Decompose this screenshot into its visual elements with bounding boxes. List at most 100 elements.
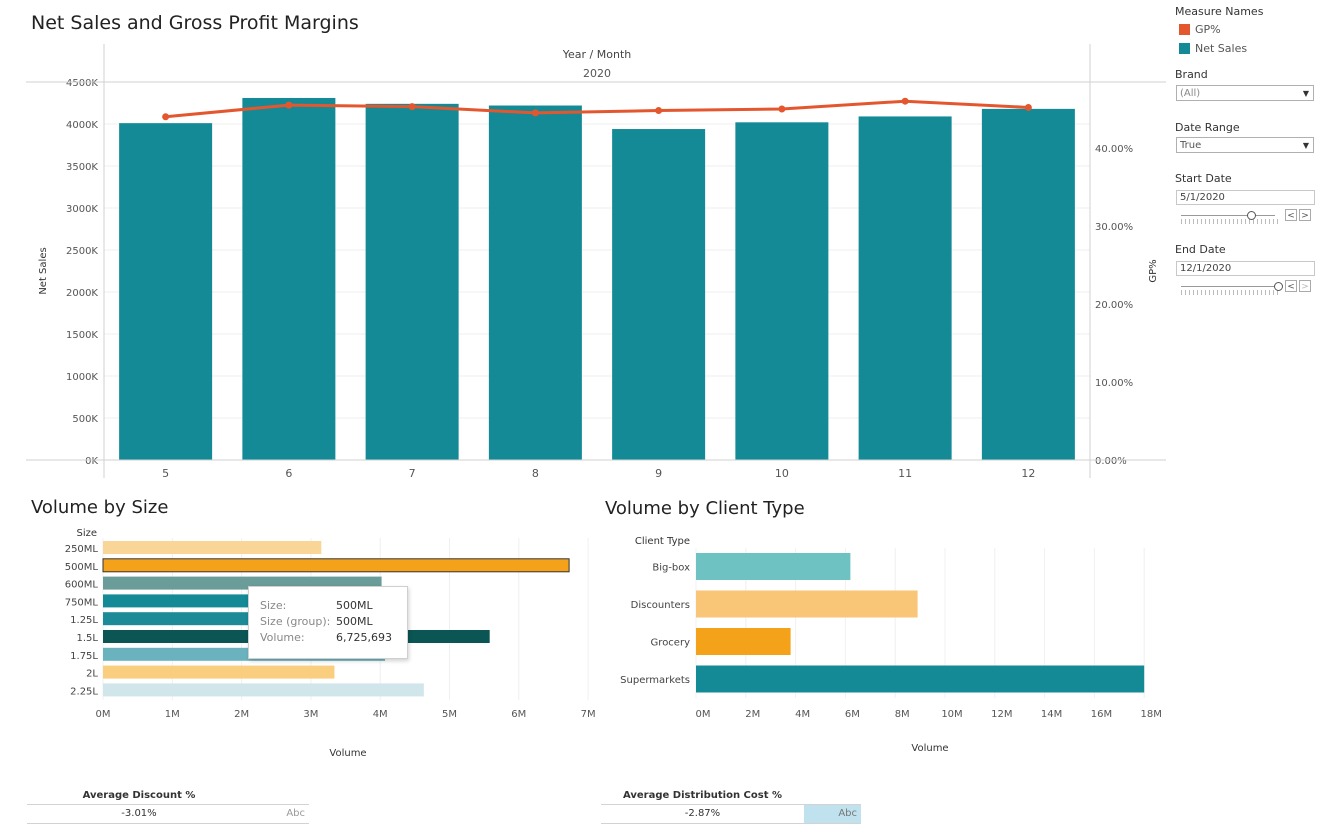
net-sales-gp-chart[interactable]: Year / Month 2020 Net Sales GP% 0K 500K 10… [0,0,1170,490]
avg-distribution-abc[interactable]: Abc [804,805,861,823]
kpi-divider [27,804,309,805]
start-date-value: 5/1/2020 [1180,192,1225,203]
avg-distribution-value: -2.87% [684,808,721,819]
end-date-next-button[interactable]: > [1299,280,1311,292]
client-axis-header: Client Type [635,536,690,547]
x-tick-label: 8M [895,709,910,720]
date-range-label: Date Range [1175,121,1240,134]
legend-label-net-sales: Net Sales [1195,42,1248,55]
net-sales-bar [858,116,952,460]
y-tick-label: 4500K [66,78,98,89]
brand-label: Brand [1175,68,1208,81]
gp-swatch-icon [1179,24,1190,35]
kpi-divider [601,823,861,824]
client-category-label: Supermarkets [620,675,690,686]
y2-tick-label: 40.00% [1095,144,1133,155]
gp-point [778,105,786,113]
size-category-label: 1.75L [70,651,98,662]
avg-discount-abc[interactable]: Abc [286,808,305,819]
y-tick-label: 500K [72,414,98,425]
y2-tick-label: 0.00% [1095,456,1127,467]
size-tooltip: Size: 500ML Size (group): 500ML Volume: 6,7… [248,586,408,659]
x-tick-label: 12 [1021,467,1035,480]
y-axis-title-gp: GP% [1148,259,1159,282]
date-range-dropdown[interactable]: True ▼ [1176,137,1314,153]
start-date-slider-handle[interactable] [1247,211,1256,220]
end-date-slider-ticks [1181,290,1279,295]
net-sales-bar [981,108,1075,460]
size-category-label: 1.5L [77,633,99,644]
size-bar [103,665,335,679]
avg-distribution-label: Average Distribution Cost % [622,790,782,801]
client-bar [696,590,918,618]
client-category-label: Discounters [631,600,690,611]
start-date-slider-track[interactable] [1181,215,1275,216]
avg-discount-kpi: Average Discount % -3.01% Abc [27,790,309,830]
x-tick-label: 4M [795,709,810,720]
legend-item-net-sales[interactable]: Net Sales [1179,42,1247,56]
end-date-slider-track[interactable] [1181,286,1275,287]
volume-by-size-title: Volume by Size [31,497,169,518]
y-tick-label: 4000K [66,120,98,131]
x-tick-label: 10 [775,467,789,480]
net-sales-bar [365,103,459,460]
size-category-label: 250ML [65,544,99,555]
x-tick-label: 5M [442,709,457,720]
y2-tick-label: 30.00% [1095,222,1133,233]
size-category-label: 2.25L [70,686,98,697]
brand-dropdown[interactable]: (All) ▼ [1176,85,1314,101]
net-sales-swatch-icon [1179,43,1190,54]
x-tick-label: 3M [303,709,318,720]
tooltip-row-volume: Volume: 6,725,693 [260,631,392,644]
client-bar [696,628,791,655]
x-tick-label: 4M [373,709,388,720]
client-bar [696,665,1145,693]
tooltip-size-key: Size: [260,599,287,612]
main-chart-title: Net Sales and Gross Profit Margins [31,12,359,34]
tooltip-group-value: 500ML [336,615,373,628]
x-tick-label: 12M [991,709,1012,720]
avg-discount-value: -3.01% [121,808,157,819]
start-date-slider-ticks [1181,219,1279,224]
gp-point [162,113,170,121]
x-tick-label: 11 [898,467,912,480]
gp-point [531,109,539,117]
gp-point [1024,103,1032,111]
y-tick-label: 3000K [66,204,98,215]
end-date-input[interactable]: 12/1/2020 [1176,261,1315,276]
net-sales-bar [735,122,829,460]
y2-tick-label: 20.00% [1095,300,1133,311]
x-tick-label: 7M [581,709,596,720]
x-tick-label: 16M [1091,709,1112,720]
x-tick-label: 6M [511,709,526,720]
net-sales-bar [488,105,582,461]
gp-point [285,101,293,109]
size-category-label: 600ML [65,580,99,591]
end-date-prev-button[interactable]: < [1285,280,1297,292]
size-category-label: 750ML [65,597,99,608]
x-tick-label: 5 [162,467,169,480]
y-tick-label: 1000K [66,372,98,383]
x-tick-label: 14M [1041,709,1062,720]
client-x-axis-title: Volume [911,743,948,754]
y-tick-label: 0K [85,456,98,467]
kpi-divider [601,804,861,805]
end-date-slider-handle[interactable] [1274,282,1283,291]
start-date-input[interactable]: 5/1/2020 [1176,190,1315,205]
avg-discount-label: Average Discount % [82,790,196,801]
x-tick-label: 0M [96,709,111,720]
start-date-prev-button[interactable]: < [1285,209,1297,221]
x-tick-label: 6M [845,709,860,720]
start-date-next-button[interactable]: > [1299,209,1311,221]
size-bar [103,683,424,697]
size-bar [103,541,322,554]
x-tick-label: 10M [941,709,962,720]
size-category-label: 500ML [65,562,99,573]
gp-line [165,99,1029,119]
legend-item-gp[interactable]: GP% [1179,23,1221,37]
x-tick-label: 1M [165,709,180,720]
y2-tick-label: 10.00% [1095,378,1133,389]
net-sales-bar [119,123,213,460]
tooltip-group-key: Size (group): [260,615,331,628]
x-tick-label: 8 [532,467,539,480]
